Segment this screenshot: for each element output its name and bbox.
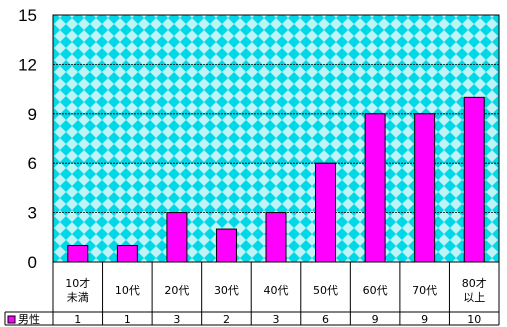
y-axis-ticks: 0 3 6 9 12 15 xyxy=(18,6,37,272)
x-category-label: 70代 xyxy=(412,284,437,297)
data-value: 1 xyxy=(124,313,131,326)
x-category-label: 50代 xyxy=(313,284,338,297)
data-value: 3 xyxy=(273,313,280,326)
bar xyxy=(414,113,436,263)
data-value: 3 xyxy=(173,313,180,326)
data-value: 6 xyxy=(322,313,329,326)
bar xyxy=(315,162,337,263)
x-category-label: 10才未満 xyxy=(65,276,90,304)
bars xyxy=(67,96,485,263)
x-category-label: 20代 xyxy=(164,284,189,297)
data-value: 2 xyxy=(223,313,230,326)
x-category-label: 40代 xyxy=(264,284,289,297)
data-value: 9 xyxy=(372,313,379,326)
series-name: 男性 xyxy=(18,312,40,326)
bar xyxy=(364,113,386,263)
data-value: 1 xyxy=(74,313,81,326)
bar xyxy=(215,228,237,263)
y-tick-label: 15 xyxy=(18,6,37,25)
bar xyxy=(67,245,89,263)
y-tick-label: 6 xyxy=(28,154,37,173)
x-category-label: 80才以上 xyxy=(462,276,487,304)
y-tick-label: 3 xyxy=(28,204,37,223)
bar xyxy=(265,212,287,263)
y-tick-label: 0 xyxy=(28,253,37,272)
bar xyxy=(166,212,188,263)
x-category-label: 30代 xyxy=(214,284,239,297)
x-category-label: 60代 xyxy=(363,284,388,297)
legend-key xyxy=(7,315,16,324)
data-value: 10 xyxy=(467,313,481,326)
y-tick-label: 9 xyxy=(28,105,37,124)
bar xyxy=(116,245,138,263)
bar xyxy=(463,96,485,263)
y-tick-label: 12 xyxy=(18,55,37,74)
data-value: 9 xyxy=(421,313,428,326)
x-category-label: 10代 xyxy=(115,284,140,297)
